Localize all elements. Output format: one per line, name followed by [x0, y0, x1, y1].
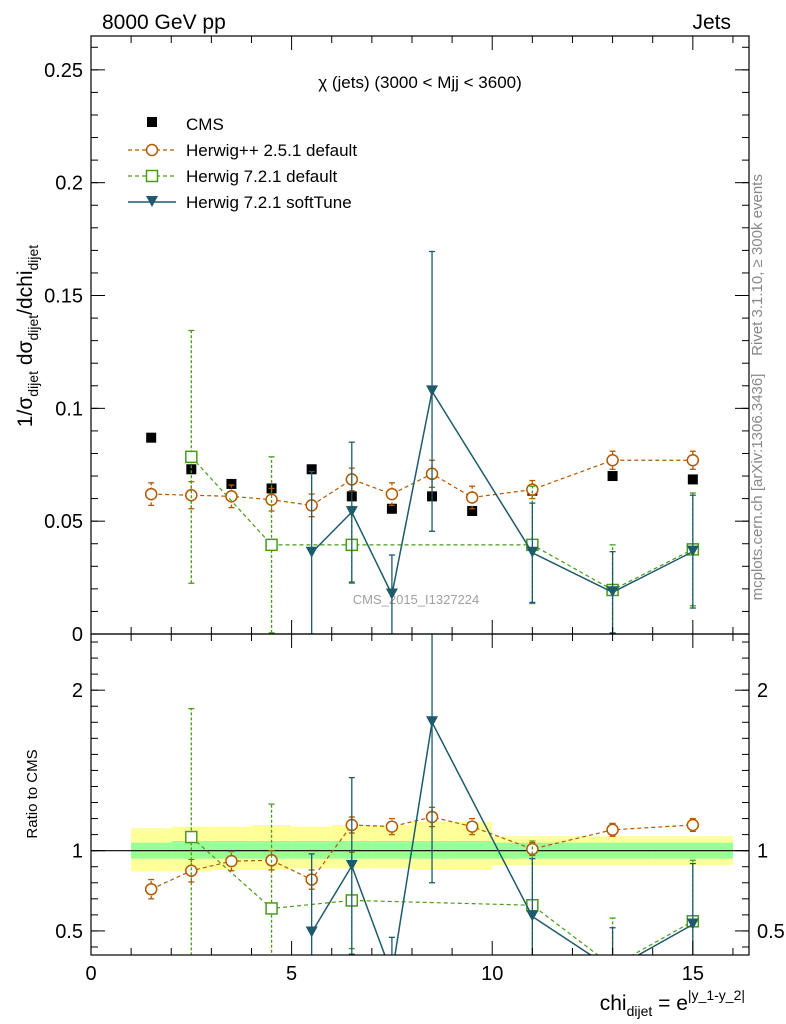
main-point-softtune — [606, 586, 619, 598]
legend-marker-herwig721 — [145, 169, 159, 183]
legend: CMS Herwig++ 2.5.1 default Herwig 7.2.1 … — [128, 115, 357, 212]
main-point-cms — [226, 478, 237, 489]
ratio-ytick-label-right: 1 — [757, 841, 768, 863]
ratio-ytick-label-right: 0.5 — [757, 921, 785, 943]
ratio-ytick-label: 0.5 — [55, 921, 83, 943]
rivet-label: Rivet 3.1.10, ≥ 300k events — [749, 174, 766, 356]
ratio-axes: 0.5 0.5 1 1 2 2 0 5 10 15 — [55, 633, 785, 985]
legend-marker-herwigpp — [145, 143, 159, 157]
main-point-softtune — [426, 385, 439, 397]
main-point-herwig721 — [265, 538, 278, 552]
main-point-cms — [186, 464, 197, 475]
ratio-line-herwigpp — [150, 816, 693, 890]
legend-label-softtune: Herwig 7.2.1 softTune — [186, 193, 352, 212]
x-tick-label: 5 — [286, 963, 297, 985]
ratio-point-herwigpp — [225, 854, 238, 868]
ratio-point-herwig721 — [607, 961, 618, 972]
main-point-herwigpp — [606, 453, 619, 467]
ratio-point-softtune — [426, 716, 439, 728]
plot-title: χ (jets) (3000 < Mjj < 3600) — [318, 73, 522, 92]
x-tick-label: 10 — [481, 963, 503, 985]
ratio-ytick-label: 1 — [72, 841, 83, 863]
main-point-herwigpp — [144, 487, 158, 501]
x-tick-label: 0 — [85, 963, 96, 985]
ratio-point-herwig721 — [185, 830, 198, 844]
main-series-herwig721 — [185, 329, 700, 634]
ratio-band-inner — [371, 841, 412, 859]
main-data-layer — [144, 250, 700, 634]
main-ytick-label: 0.05 — [44, 511, 83, 533]
ratio-ytick-label-right: 2 — [757, 680, 768, 702]
ratio-y-axis-label: Ratio to CMS — [24, 749, 41, 838]
main-point-softtune — [686, 545, 699, 557]
main-point-softtune — [526, 546, 539, 558]
x-axis-label: chidijet = e|y_1-y_2| — [600, 987, 745, 1019]
main-ytick-label: 0 — [72, 624, 83, 646]
legend-label-cms: CMS — [186, 115, 224, 134]
mcplots-label: mcplots.cern.ch [arXiv:1306.3436] — [749, 374, 766, 601]
legend-label-herwig721: Herwig 7.2.1 default — [186, 167, 337, 186]
ratio-point-softtune — [607, 963, 619, 974]
main-panel: χ (jets) (3000 < Mjj < 3600) CMS_2015_I1… — [14, 35, 750, 646]
ratio-point-herwig721 — [265, 902, 278, 915]
main-point-cms — [607, 471, 618, 482]
watermark: CMS_2015_I1327224 — [353, 592, 480, 607]
main-point-softtune — [385, 588, 398, 600]
ratio-point-softtune — [686, 918, 699, 930]
main-point-cms — [687, 474, 698, 485]
main-ytick-label: 0.25 — [44, 60, 83, 82]
ratio-point-herwigpp — [686, 818, 700, 832]
header-left: 8000 GeV pp — [102, 11, 226, 34]
main-point-cms — [146, 432, 157, 443]
ratio-band-inner — [291, 841, 332, 859]
ratio-point-herwigpp — [385, 820, 399, 833]
main-point-cms — [386, 503, 397, 514]
ratio-frame — [90, 633, 750, 956]
legend-marker-cms — [147, 117, 157, 127]
header-right: Jets — [692, 11, 731, 34]
x-tick-label: 15 — [682, 963, 704, 985]
main-point-cms — [306, 464, 317, 475]
main-point-cms — [467, 506, 478, 517]
ratio-point-herwigpp — [144, 882, 158, 896]
main-axes: 0 0.05 0.1 0.15 0.2 0.25 — [44, 35, 750, 646]
main-ytick-label: 0.1 — [55, 398, 83, 420]
ratio-ytick-label: 2 — [72, 680, 83, 702]
legend-label-herwigpp: Herwig++ 2.5.1 default — [186, 141, 357, 160]
ratio-point-softtune — [345, 859, 358, 871]
main-point-herwigpp — [686, 453, 700, 467]
main-line-herwig721 — [190, 456, 694, 591]
main-point-herwigpp — [385, 487, 399, 501]
ratio-point-herwigpp — [606, 823, 619, 837]
legend-marker-softtune — [146, 196, 158, 207]
main-ytick-label: 0.2 — [55, 173, 83, 195]
ratio-series-softtune — [305, 634, 699, 979]
main-point-herwig721 — [185, 450, 198, 464]
main-line-herwigpp — [151, 459, 693, 506]
main-point-softtune — [305, 546, 318, 558]
main-ytick-label: 0.15 — [44, 286, 83, 308]
ratio-data-layer — [91, 634, 749, 979]
ratio-band-inner — [211, 841, 252, 859]
ratio-panel: 0.5 0.5 1 1 2 2 0 5 10 15 Ratio to CMS chidijet =… — [24, 633, 785, 1019]
main-series-softtune — [305, 250, 699, 634]
main-y-axis-label: 1/σdijet dσdijet/dchidijet — [14, 245, 41, 427]
ratio-point-softtune — [305, 926, 318, 938]
ratio-band-inner — [452, 841, 493, 859]
ratio-point-softtune — [526, 910, 539, 922]
ratio-point-softtune — [386, 968, 398, 979]
main-point-softtune — [345, 506, 358, 518]
ratio-point-herwigpp — [465, 820, 479, 833]
main-point-herwigpp — [465, 491, 479, 504]
main-point-herwigpp — [225, 490, 238, 503]
